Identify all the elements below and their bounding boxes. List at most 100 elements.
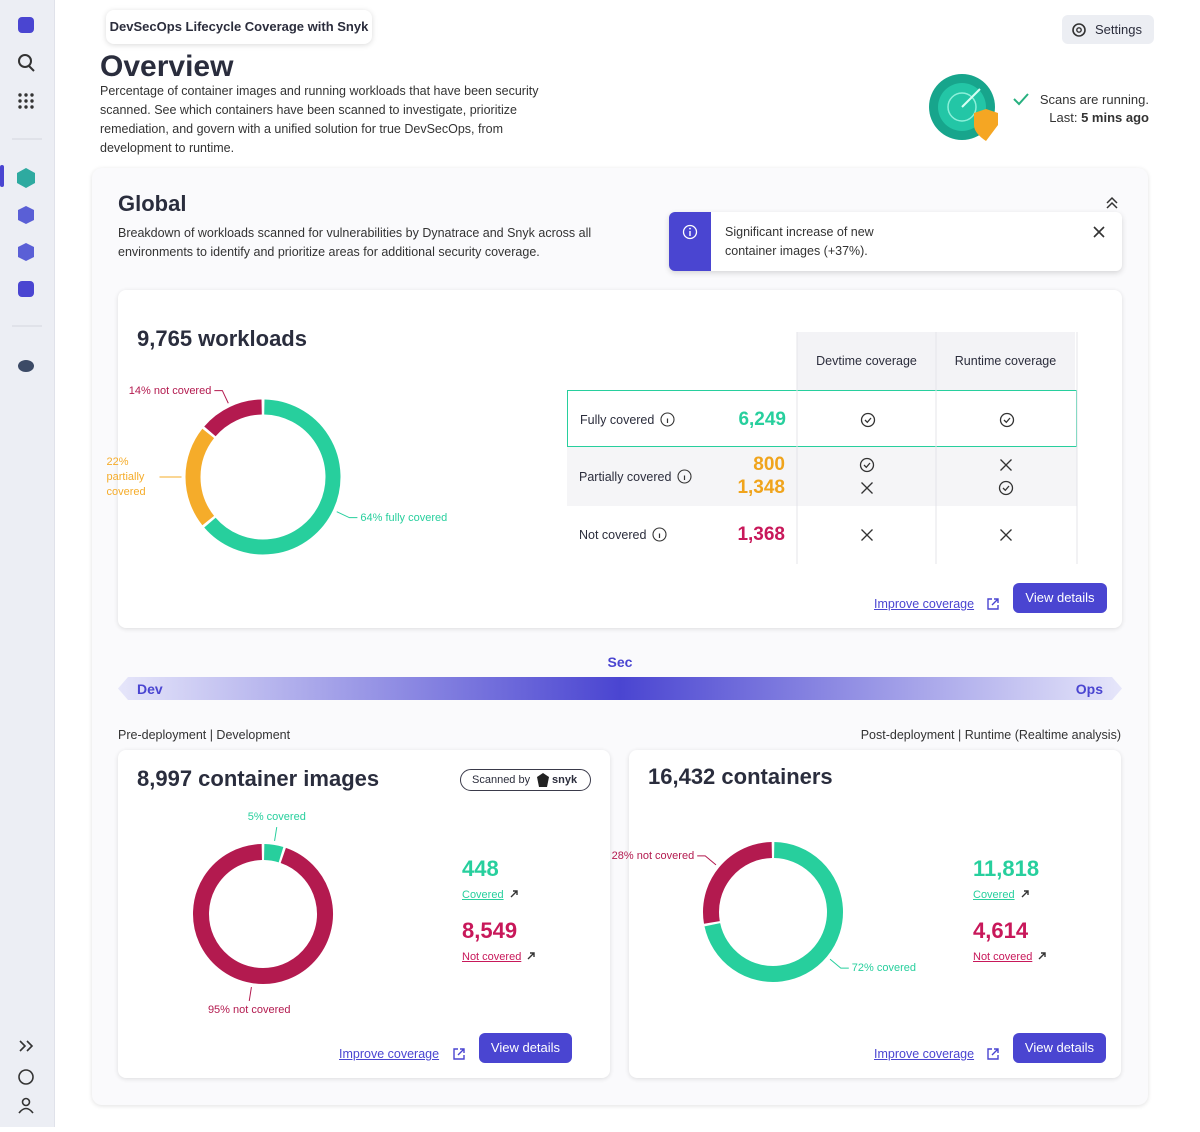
row-label-text: Fully covered bbox=[580, 412, 655, 427]
leader-line bbox=[829, 958, 849, 969]
column-header: Devtime coverage bbox=[797, 332, 936, 390]
link-text: Improve coverage bbox=[874, 597, 975, 611]
icon-part bbox=[860, 528, 873, 541]
check-icon bbox=[998, 480, 1013, 496]
donut-chart: 72% covered 28% not covered bbox=[612, 762, 923, 1062]
icon-part bbox=[859, 457, 874, 473]
stat-label: Covered bbox=[973, 889, 1015, 901]
workloads-title: 9,765 workloads bbox=[137, 326, 307, 351]
arrow-icon bbox=[510, 890, 518, 898]
lifecycle-bar bbox=[118, 677, 1122, 700]
leader-line bbox=[274, 827, 278, 841]
app-icon[interactable] bbox=[17, 168, 35, 188]
search-icon[interactable] bbox=[18, 54, 32, 68]
leader-line bbox=[248, 987, 252, 1001]
donut-segment bbox=[703, 842, 773, 924]
stat-link[interactable]: Not covered bbox=[973, 947, 1047, 965]
check-icon bbox=[999, 412, 1014, 427]
app-title: DevSecOps Lifecycle Coverage with Snyk bbox=[106, 10, 372, 44]
icon-part bbox=[652, 526, 667, 542]
stat-value: 4,614 bbox=[973, 918, 1029, 943]
donut-svg bbox=[697, 842, 849, 982]
bot-icon[interactable] bbox=[18, 360, 34, 372]
last-scan-label: Last: bbox=[1049, 110, 1078, 125]
view-details-button[interactable]: View details bbox=[1013, 583, 1107, 613]
global-description: Breakdown of workloads scanned for vulne… bbox=[118, 226, 592, 259]
view-details-button[interactable]: View details bbox=[1013, 1033, 1106, 1063]
stat-value: 448 bbox=[462, 856, 499, 881]
improve-coverage-link[interactable]: Improve coverage bbox=[874, 597, 974, 611]
stat-link[interactable]: Not covered bbox=[462, 947, 536, 965]
count: 800 bbox=[753, 454, 785, 475]
settings-button[interactable]: Settings bbox=[1062, 15, 1154, 44]
table-row: Fully covered 6,249 bbox=[567, 390, 1077, 447]
stat-link[interactable]: Covered bbox=[973, 885, 1030, 903]
last-scan: Last: 5 mins ago bbox=[1000, 110, 1149, 125]
count: 1,368 bbox=[737, 523, 785, 545]
icon-part bbox=[677, 468, 692, 484]
global-title: Global bbox=[118, 191, 187, 216]
info-icon bbox=[660, 411, 675, 427]
collapse-icon[interactable] bbox=[1104, 195, 1120, 211]
help-icon[interactable] bbox=[18, 1069, 34, 1085]
scan-status: Scans are running. bbox=[1039, 92, 1149, 107]
donut-segment bbox=[704, 842, 843, 982]
improve-coverage-link[interactable]: Improve coverage bbox=[874, 1047, 974, 1061]
improve-coverage-link[interactable]: Improve coverage bbox=[339, 1047, 439, 1061]
icon-part bbox=[864, 417, 871, 423]
row-label: Partially covered bbox=[579, 468, 692, 484]
stat-link[interactable]: Covered bbox=[462, 885, 519, 903]
snyk-logo bbox=[537, 773, 549, 787]
containers-title: 16,432 containers bbox=[648, 764, 833, 789]
logo[interactable] bbox=[18, 17, 34, 33]
settings-label: Settings bbox=[1095, 22, 1142, 37]
last-scan-value: 5 mins ago bbox=[1081, 110, 1149, 125]
column-header: Runtime coverage bbox=[936, 332, 1075, 390]
view-details-button[interactable]: View details bbox=[479, 1033, 572, 1063]
stat-label: Not covered bbox=[973, 951, 1033, 963]
leader-line bbox=[214, 390, 229, 404]
donut-label: 64% fully covered bbox=[360, 511, 448, 524]
pre-deployment-label: Pre-deployment | Development bbox=[118, 728, 291, 742]
leader-line bbox=[697, 855, 717, 866]
radar-illustration bbox=[929, 74, 998, 141]
cross-icon bbox=[860, 482, 873, 494]
icon-part bbox=[999, 528, 1012, 541]
user-icon[interactable] bbox=[21, 1097, 31, 1107]
app-icon[interactable] bbox=[18, 281, 34, 297]
donut-segment bbox=[193, 844, 333, 984]
donut-label: 5% covered bbox=[247, 811, 306, 824]
post-deployment-label: Post-deployment | Runtime (Realtime anal… bbox=[860, 728, 1121, 742]
info-icon bbox=[677, 468, 692, 484]
icon-part bbox=[1021, 890, 1029, 898]
check-icon bbox=[859, 457, 874, 473]
external-icon bbox=[453, 1048, 465, 1060]
donut-chart: 5% covered 95% not covered bbox=[113, 764, 413, 1064]
alert-text: Significant increase of new container im… bbox=[725, 225, 874, 258]
row-label-text: Not covered bbox=[579, 527, 647, 542]
info-icon bbox=[652, 526, 667, 542]
expand-icon[interactable] bbox=[19, 1040, 34, 1052]
lifecycle-left: Dev bbox=[137, 681, 163, 697]
sidebar-icons bbox=[0, 17, 42, 1114]
check-icon bbox=[1013, 93, 1029, 106]
page-title: Overview bbox=[100, 50, 234, 83]
link-text: Improve coverage bbox=[874, 1047, 975, 1061]
donut-label: 95% not covered bbox=[207, 1003, 291, 1016]
external-icon bbox=[987, 1048, 999, 1060]
row-label: Not covered bbox=[579, 526, 667, 542]
icon-part bbox=[1002, 485, 1009, 492]
alert-strip bbox=[669, 212, 711, 271]
count: 6,249 bbox=[738, 408, 786, 430]
app-icon[interactable] bbox=[18, 243, 34, 261]
sidebar bbox=[0, 0, 55, 1127]
icon-part bbox=[999, 412, 1014, 427]
donut-label: 28% not covered bbox=[611, 849, 695, 862]
apps-icon[interactable] bbox=[18, 93, 34, 109]
cross-icon bbox=[999, 528, 1012, 541]
icon-part bbox=[660, 411, 675, 427]
close-icon[interactable] bbox=[1092, 225, 1106, 239]
donut-segment bbox=[263, 844, 284, 863]
cross-icon bbox=[860, 528, 873, 541]
app-icon[interactable] bbox=[18, 206, 34, 224]
